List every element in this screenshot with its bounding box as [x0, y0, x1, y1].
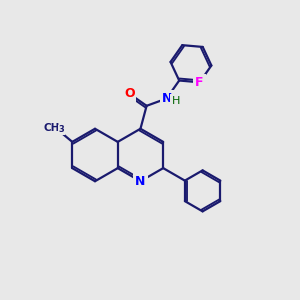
- Text: F: F: [195, 76, 204, 89]
- Text: 3: 3: [59, 125, 64, 134]
- Text: O: O: [124, 87, 134, 100]
- Text: N: N: [135, 175, 146, 188]
- Text: N: N: [161, 92, 172, 105]
- Text: H: H: [172, 95, 180, 106]
- Text: CH: CH: [44, 123, 60, 133]
